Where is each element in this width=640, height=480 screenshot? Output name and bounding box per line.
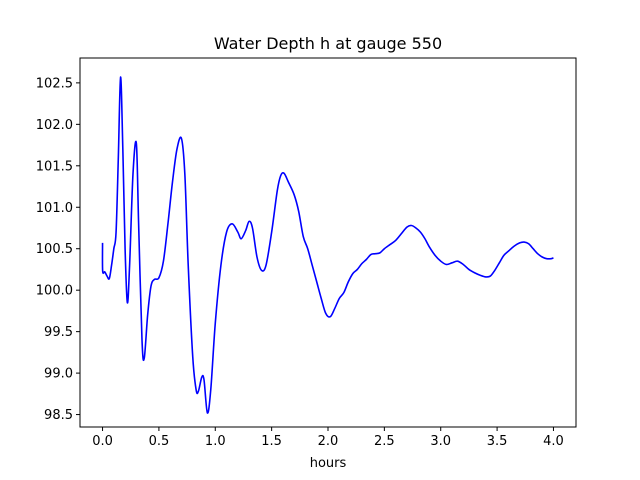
x-axis-label: hours xyxy=(310,456,347,471)
y-tick-label: 100.5 xyxy=(36,242,73,257)
x-tick-label: 1.0 xyxy=(205,434,226,449)
y-tick-label: 99.0 xyxy=(44,367,73,382)
x-tick-label: 1.5 xyxy=(261,434,282,449)
plot-area xyxy=(101,76,554,414)
x-tick-label: 0.0 xyxy=(92,434,113,449)
x-axis: 0.0 0.5 1.0 1.5 2.0 2.5 3.0 3.5 4.0 xyxy=(92,427,564,449)
y-tick-label: 100.0 xyxy=(36,284,73,299)
y-tick-label: 101.5 xyxy=(36,159,73,174)
y-tick-label: 101.0 xyxy=(36,201,73,216)
x-tick-label: 4.0 xyxy=(543,434,564,449)
y-tick-label: 102.0 xyxy=(36,118,73,133)
y-tick-label: 98.5 xyxy=(44,408,73,423)
x-tick-label: 2.5 xyxy=(374,434,395,449)
axes-frame xyxy=(79,57,577,428)
y-axis: 98.5 99.0 99.5 100.0 100.5 101.0 101.5 102.0 102… xyxy=(36,76,80,423)
chart-title: Water Depth h at gauge 550 xyxy=(214,34,442,53)
x-tick-label: 0.5 xyxy=(149,434,170,449)
x-tick-label: 3.0 xyxy=(430,434,451,449)
x-tick-label: 3.5 xyxy=(487,434,508,449)
series-line xyxy=(101,76,554,414)
x-tick-label: 2.0 xyxy=(318,434,339,449)
y-tick-label: 102.5 xyxy=(36,76,73,91)
y-tick-label: 99.5 xyxy=(44,325,73,340)
